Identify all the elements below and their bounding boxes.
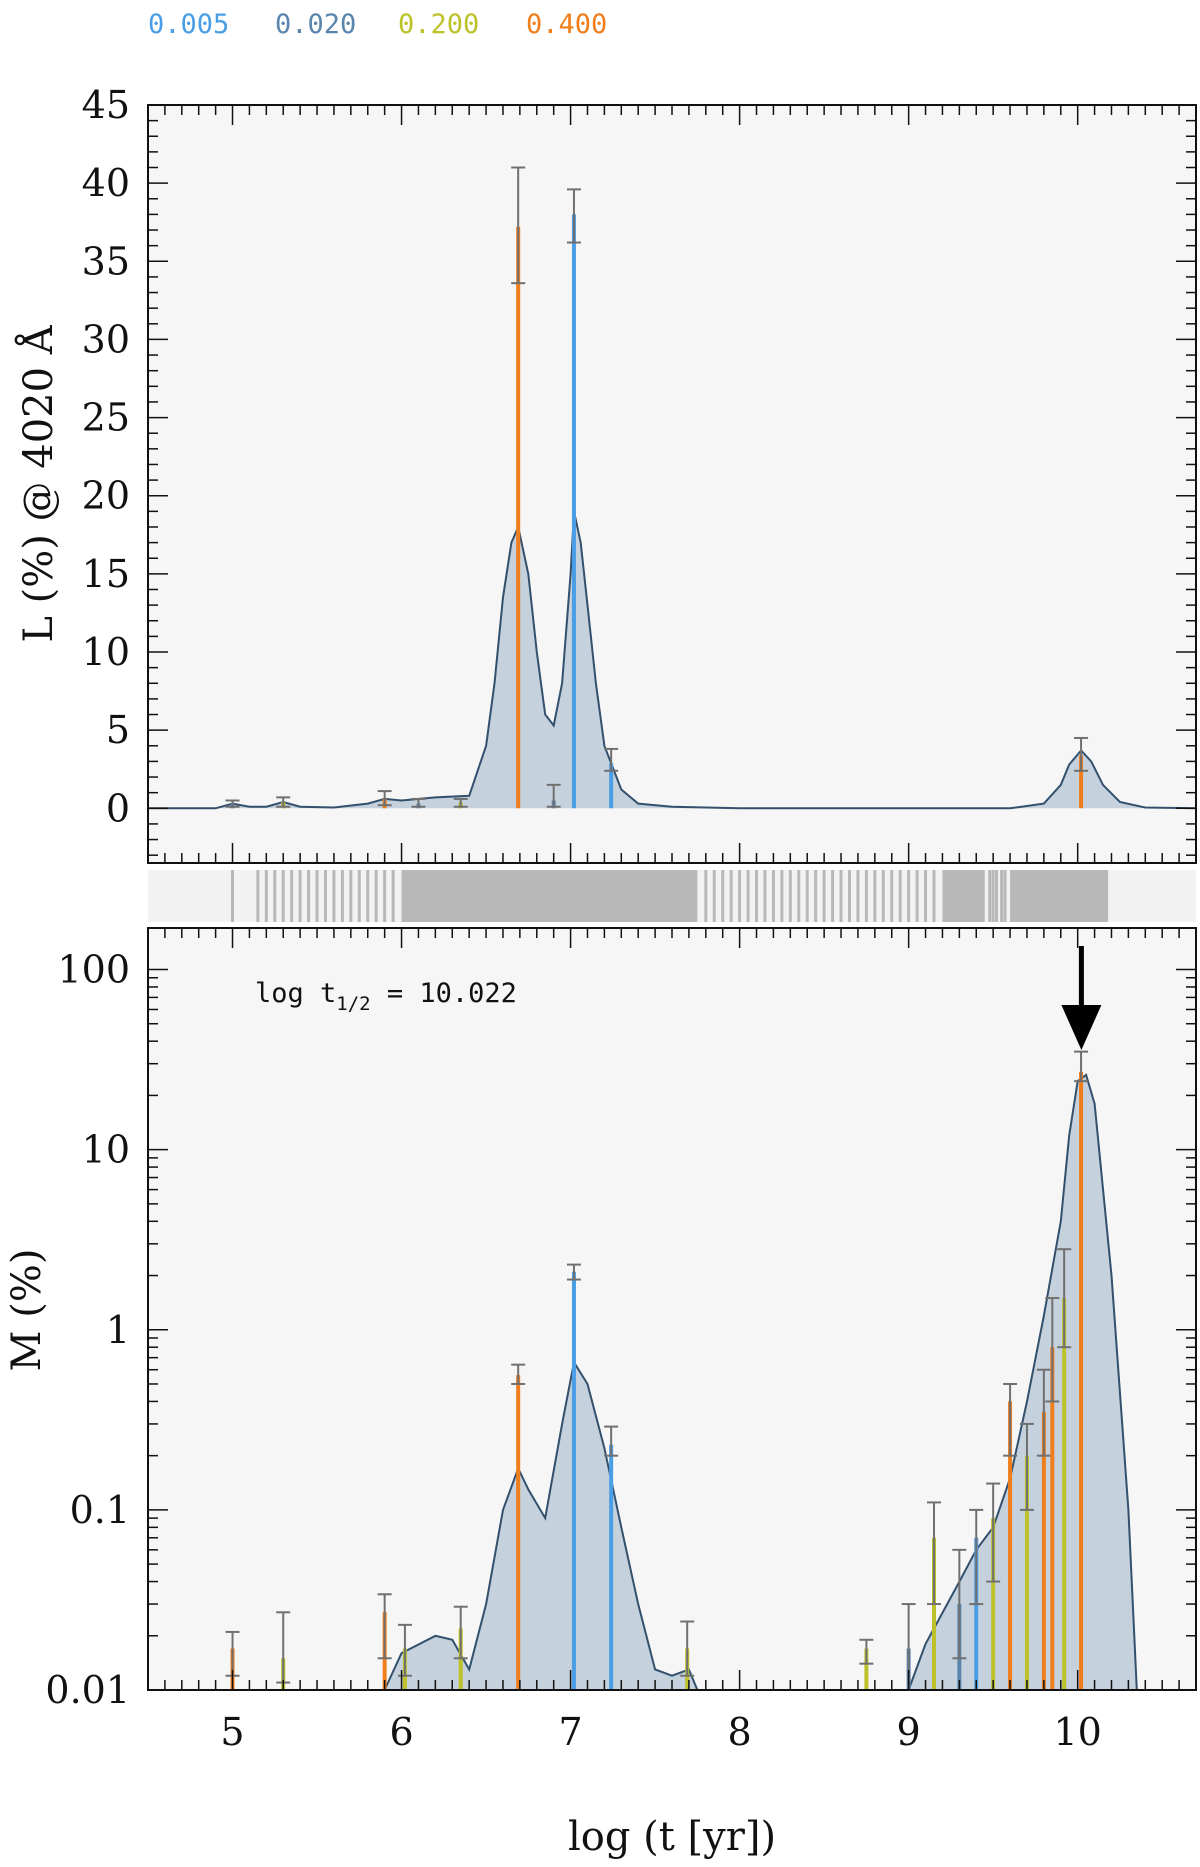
top-y-tick-label: 30 <box>82 317 130 361</box>
x-axis-label: log (t [yr]) <box>568 1814 776 1860</box>
bot-y-tick-label: 10 <box>82 1128 130 1172</box>
bot-errorbar-4 <box>453 1605 468 1660</box>
x-tick-label: 5 <box>220 1710 244 1754</box>
bot-y-tick-label: 0.1 <box>70 1488 130 1532</box>
top-errorbar-5 <box>511 166 526 285</box>
strip-span-0 <box>401 870 698 922</box>
top-y-tick-label: 15 <box>82 552 130 596</box>
legend-entry-0.005: 0.005 <box>148 9 229 40</box>
x-tick-label: 8 <box>728 1710 752 1754</box>
bot-errorbar-9 <box>859 1638 874 1665</box>
bot-errorbar-19 <box>1057 1248 1072 1349</box>
bot-errorbar-12 <box>952 1548 967 1660</box>
top-x-ticks <box>164 105 1180 863</box>
bot-errorbar-17 <box>1036 1368 1051 1457</box>
mass-axis-label: M (%) <box>4 1249 50 1372</box>
bot-x-ticks <box>164 928 1180 1690</box>
strip-span-1 <box>942 870 985 922</box>
bot-errorbar-11 <box>927 1501 941 1606</box>
bot-errorbar-13 <box>969 1508 984 1606</box>
top-y-tick-label: 25 <box>82 396 130 440</box>
bot-errorbar-2 <box>377 1593 392 1660</box>
luminosity-axis-label: L (%) @ 4020 Å <box>15 324 62 642</box>
top-y-tick-label: 35 <box>82 239 130 283</box>
x-tick-label: 6 <box>389 1710 413 1754</box>
annotation-subscript: 1/2 <box>336 993 370 1015</box>
legend: 0.005 0.020 0.200 0.400 <box>148 9 607 40</box>
bot-distribution-curve <box>383 1073 1138 1691</box>
bot-errorbar-6 <box>566 1263 581 1281</box>
bot-y-tick-label: 1 <box>106 1308 130 1352</box>
bot-errorbar-16 <box>1019 1422 1034 1511</box>
top-errorbar-2 <box>377 790 392 807</box>
luminosity-panel: 0 5 10 15 20 25 30 35 40 45 L (%) @ 4020 Å <box>15 83 1197 864</box>
top-errorbar-1 <box>276 796 291 808</box>
top-errorbar-0 <box>225 799 240 808</box>
top-errorbar-7 <box>566 188 581 244</box>
x-tick-label: 7 <box>558 1710 582 1754</box>
age-grid-strip <box>148 870 1196 922</box>
top-errorbar-9 <box>1074 736 1089 772</box>
bot-errorbar-18 <box>1045 1297 1060 1403</box>
bot-y-tick-label: 0.01 <box>45 1668 130 1712</box>
bot-errorbar-15 <box>1003 1382 1018 1457</box>
bot-errorbar-3 <box>397 1623 412 1677</box>
top-distribution-fill <box>148 511 1196 809</box>
annotation-main: log t <box>255 978 336 1009</box>
mass-panel: 0.01 0.1 1 10 100 M (%) log t1/2 = 10.022 5 6… <box>4 927 1197 1860</box>
top-y-tick-label: 5 <box>106 708 130 752</box>
luminosity-panel-background <box>148 105 1196 863</box>
legend-entry-0.200: 0.200 <box>398 9 479 40</box>
half-mass-age-annotation: log t1/2 = 10.022 <box>255 978 517 1015</box>
x-tick-label: 10 <box>1053 1710 1101 1754</box>
top-y-tick-label: 0 <box>106 786 130 830</box>
top-errorbar-3 <box>411 797 426 808</box>
top-y-tick-label: 45 <box>82 83 130 127</box>
top-errorbar-4 <box>453 797 468 808</box>
strip-span-2 <box>1010 870 1109 922</box>
top-distribution-curve <box>148 511 1197 810</box>
top-y-tick-label: 40 <box>82 161 130 205</box>
bot-errorbar-7 <box>604 1425 619 1457</box>
top-y-tick-label: 10 <box>82 630 130 674</box>
bot-errorbar-14 <box>986 1482 1001 1583</box>
top-y-tick-label: 20 <box>82 474 130 518</box>
legend-entry-0.400: 0.400 <box>526 9 607 40</box>
top-errorbar-8 <box>604 747 619 772</box>
x-tick-label: 9 <box>897 1710 921 1754</box>
bot-errorbar-8 <box>680 1620 695 1677</box>
annotation-value: = 10.022 <box>371 978 517 1009</box>
top-errorbar-6 <box>546 783 561 808</box>
legend-entry-0.020: 0.020 <box>275 9 356 40</box>
half-mass-age-arrow <box>1061 946 1102 1050</box>
bot-errorbar-5 <box>511 1363 526 1385</box>
bot-y-tick-label: 100 <box>57 948 130 992</box>
top-y-ticks <box>148 104 1196 856</box>
bot-y-ticks <box>148 968 1196 1691</box>
bot-errorbar-20 <box>1074 1050 1089 1083</box>
